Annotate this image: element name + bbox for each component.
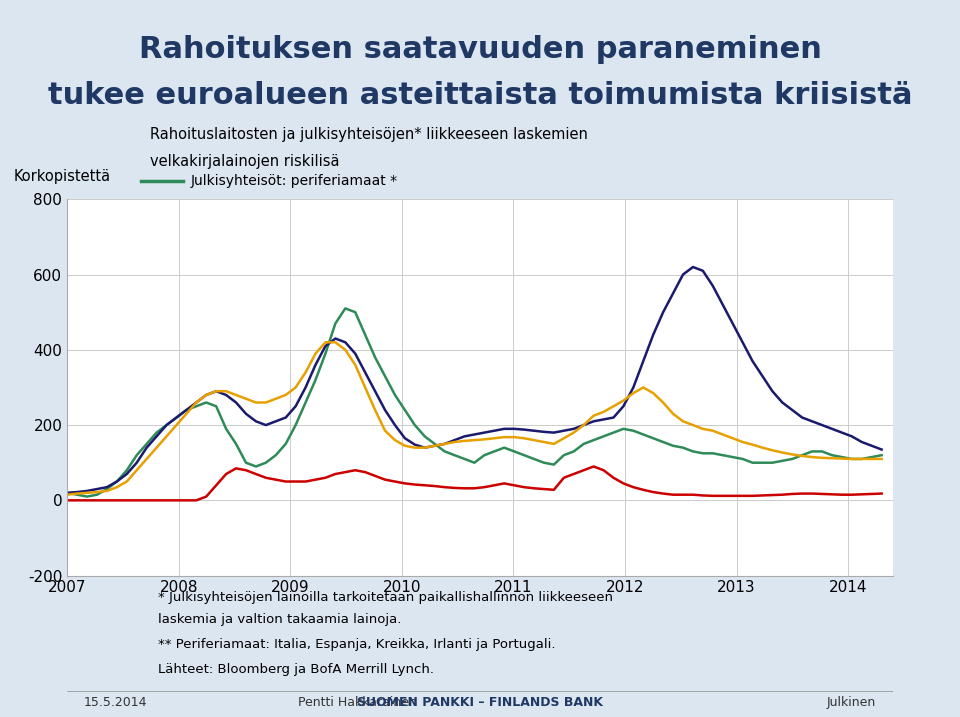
Text: Korkopistettä: Korkopistettä <box>13 169 110 184</box>
Text: Rahoituksen saatavuuden paraneminen: Rahoituksen saatavuuden paraneminen <box>138 34 822 64</box>
Text: velkakirjalainojen riskilisä: velkakirjalainojen riskilisä <box>150 154 339 169</box>
Text: Pentti Hakkarainen: Pentti Hakkarainen <box>299 696 418 709</box>
Text: Julkisyhteisöt: hyvän luottoluokituksen maat *: Julkisyhteisöt: hyvän luottoluokituksen … <box>191 201 512 215</box>
Text: 15.5.2014: 15.5.2014 <box>84 696 147 709</box>
Text: Rahalaitokset: periferiamaat: Rahalaitokset: periferiamaat <box>191 229 390 243</box>
Text: Julkinen: Julkinen <box>828 696 876 709</box>
Text: Lähteet: Bloomberg ja BofA Merrill Lynch.: Lähteet: Bloomberg ja BofA Merrill Lynch… <box>158 663 434 676</box>
Text: Rahoituslaitosten ja julkisyhteisöjen* liikkeeseen laskemien: Rahoituslaitosten ja julkisyhteisöjen* l… <box>150 126 588 141</box>
Text: Rahoituslaitokset: hyvän luottoluokituksen maat: Rahoituslaitokset: hyvän luottoluokituks… <box>191 257 528 270</box>
Text: laskemia ja valtion takaamia lainoja.: laskemia ja valtion takaamia lainoja. <box>158 613 401 626</box>
Text: ** Periferiamaat: Italia, Espanja, Kreikka, Irlanti ja Portugali.: ** Periferiamaat: Italia, Espanja, Kreik… <box>158 638 556 651</box>
Text: Julkisyhteisöt: periferiamaat *: Julkisyhteisöt: periferiamaat * <box>191 174 398 188</box>
Text: * Julkisyhteisöjen lainoilla tarkoitetaan paikallishallinnon liikkeeseen: * Julkisyhteisöjen lainoilla tarkoitetaa… <box>158 591 613 604</box>
Text: SUOMEN PANKKI – FINLANDS BANK: SUOMEN PANKKI – FINLANDS BANK <box>357 696 603 709</box>
Text: tukee euroalueen asteittaista toimumista kriisistä: tukee euroalueen asteittaista toimumista… <box>48 80 912 110</box>
